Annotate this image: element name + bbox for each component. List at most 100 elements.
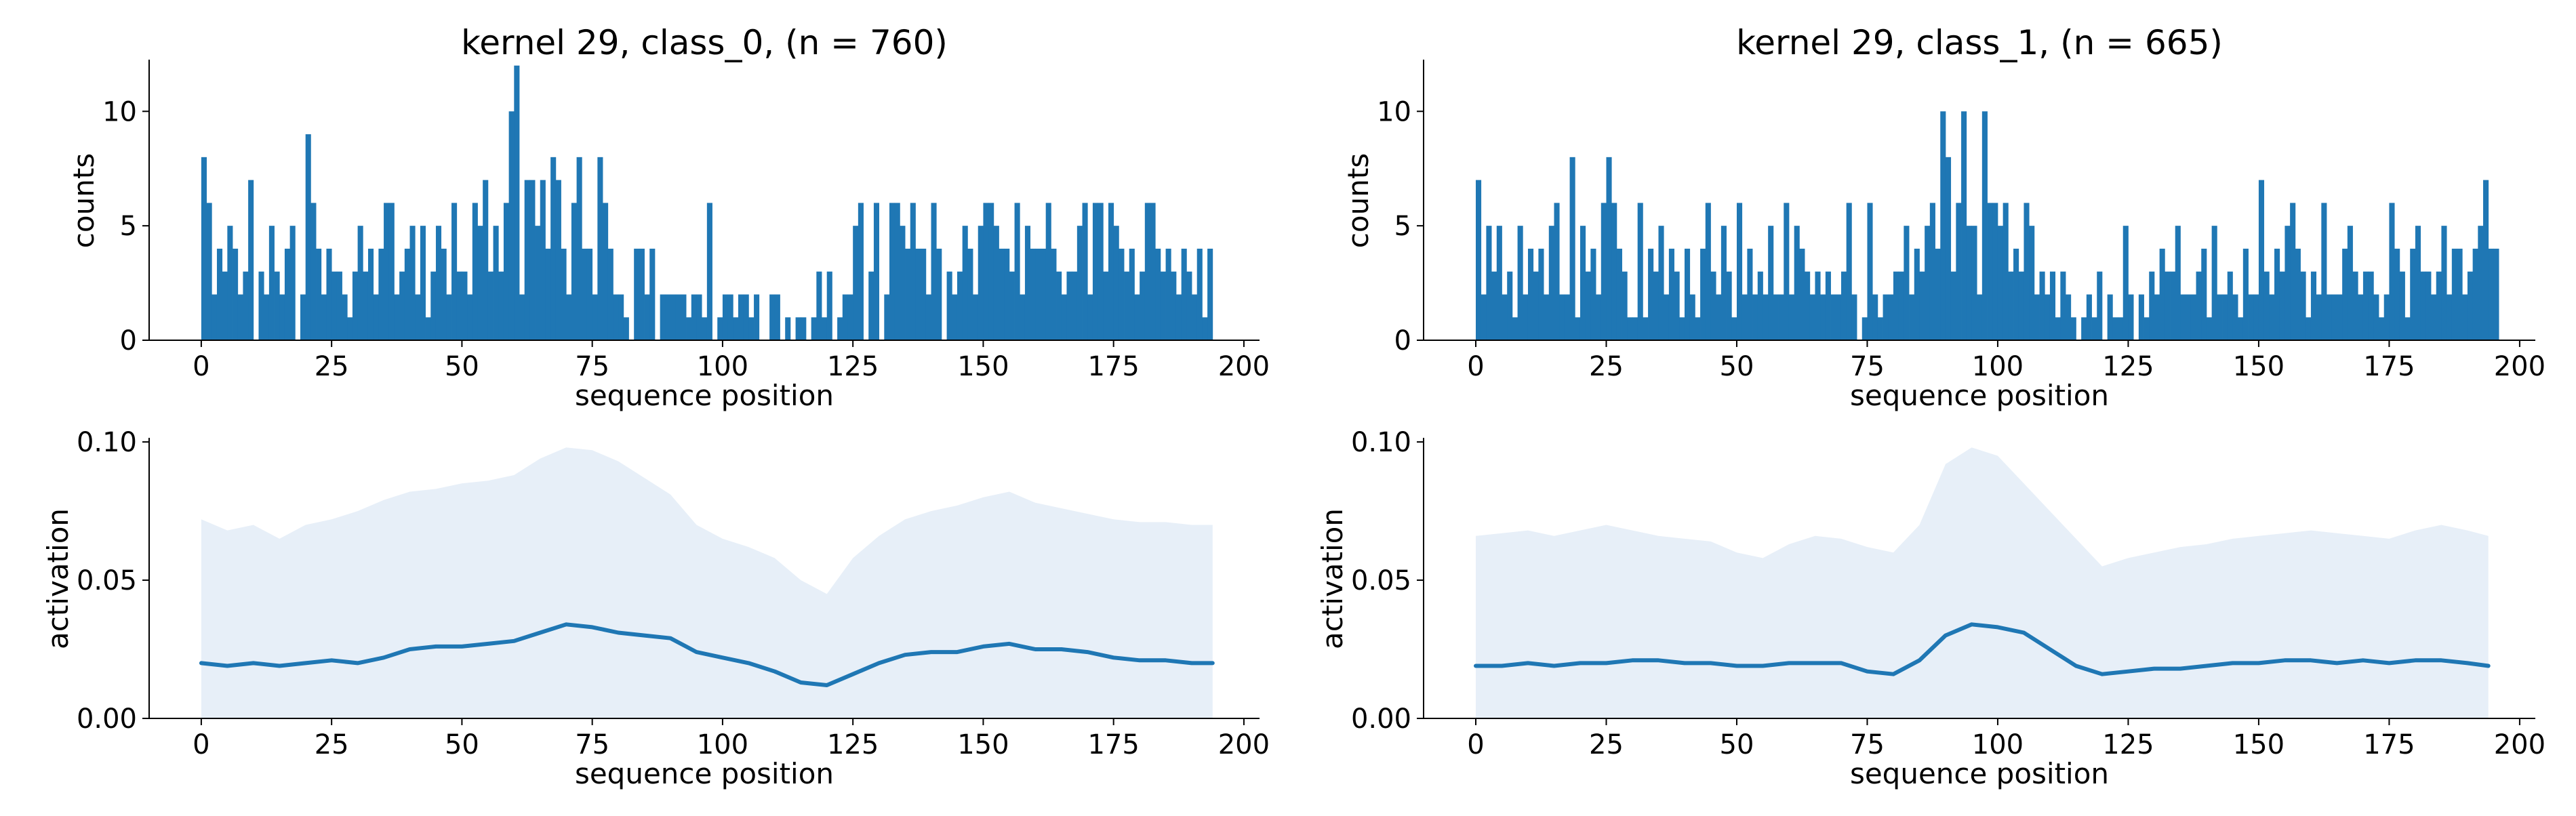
histogram-bar <box>1098 203 1104 340</box>
histogram-bar <box>2055 317 2061 340</box>
histogram-bar <box>2253 294 2259 340</box>
x-tick-label: 150 <box>2233 351 2285 382</box>
histogram-bar <box>227 226 233 340</box>
histogram-bar <box>2217 294 2223 340</box>
histogram-bar <box>300 294 306 340</box>
x-tick-label: 100 <box>1972 729 2024 760</box>
histogram-bar <box>1872 294 1878 340</box>
histogram-bar <box>925 294 931 340</box>
histogram-bar <box>2227 271 2233 340</box>
x-tick-label: 125 <box>2102 351 2154 382</box>
histogram-bar <box>1113 226 1119 340</box>
histogram-bar <box>487 271 494 340</box>
histogram-bar <box>2159 248 2165 340</box>
histogram-bar <box>1805 271 1811 340</box>
histogram-bar <box>2352 271 2358 340</box>
histogram-bar <box>785 317 791 340</box>
x-axis-label: sequence position <box>575 757 834 790</box>
histogram-bar <box>367 248 374 340</box>
histogram-bar <box>1778 294 1784 340</box>
histogram-bar <box>2447 294 2453 340</box>
histogram-bar <box>582 248 588 340</box>
histogram-bar <box>873 203 880 340</box>
histogram-bar <box>1668 248 1674 340</box>
histogram-bar <box>248 180 254 340</box>
histogram-bar <box>1679 317 1685 340</box>
histogram-bar <box>378 248 384 340</box>
histogram-bar <box>2039 271 2045 340</box>
histogram-bar <box>2034 294 2040 340</box>
histogram-bar <box>1929 203 1935 340</box>
histogram-bar <box>1092 203 1099 340</box>
x-tick-label: 75 <box>1850 351 1885 382</box>
chart-panel-3: 0 25 50 75 100 125 150 175 200 0.00 0.05 0.10 sequen… <box>41 427 1270 790</box>
histogram-bar <box>1175 294 1182 340</box>
x-tick-label: 50 <box>1720 351 1754 382</box>
histogram-bar <box>811 317 817 340</box>
histogram-bar <box>1596 294 1602 340</box>
histogram-bar <box>2258 180 2265 340</box>
histogram-bar <box>1544 294 1550 340</box>
activation-band <box>201 447 1213 718</box>
histogram-bar <box>1851 294 1857 340</box>
histogram-bar <box>1799 248 1805 340</box>
histogram-bar <box>2222 294 2228 340</box>
histogram-bar <box>524 180 530 340</box>
histogram-bar <box>2003 203 2009 340</box>
mean-activation-line <box>199 622 1215 687</box>
histogram-bar <box>1757 271 1763 340</box>
histogram-bar <box>264 294 270 340</box>
histogram-bar <box>305 134 311 340</box>
histogram-bar <box>1883 294 1889 340</box>
chart-title: kernel 29, class_0, (n = 760) <box>461 23 948 62</box>
histogram-bar <box>2451 248 2457 340</box>
histogram-bar <box>952 294 958 340</box>
histogram-bar <box>2379 317 2385 340</box>
chart-panel-1: 0 25 50 75 100 125 150 175 200 0 5 10 sequence posit… <box>67 23 1270 412</box>
histogram-bar <box>1491 271 1497 340</box>
histogram-bar <box>1935 248 1941 340</box>
histogram-bar <box>2310 271 2317 340</box>
x-tick-label: 200 <box>2494 729 2545 760</box>
histogram-bar <box>206 203 212 340</box>
histogram-bar <box>2206 317 2213 340</box>
histogram-bar <box>1736 203 1743 340</box>
histogram-bar <box>2472 248 2478 340</box>
chart-title: kernel 29, class_1, (n = 665) <box>1736 23 2223 62</box>
histogram-bar <box>1909 294 1915 340</box>
histogram-bar <box>446 294 452 340</box>
x-tick-label: 0 <box>1467 729 1484 760</box>
histogram-bar <box>1082 203 1088 340</box>
histogram-bar <box>665 294 671 340</box>
histogram-bar <box>1836 294 1842 340</box>
histogram-bar <box>1632 317 1638 340</box>
histogram-bar <box>1072 271 1078 340</box>
histogram-bar <box>1840 271 1847 340</box>
histogram-bar <box>1108 203 1114 340</box>
histogram-bar <box>274 271 280 340</box>
histogram-bar <box>2008 271 2014 340</box>
histogram-bar <box>2232 294 2238 340</box>
histogram-bar <box>2238 317 2244 340</box>
histogram-bar <box>1977 294 1983 340</box>
histogram-bar <box>1601 203 1607 340</box>
histogram-bar <box>498 271 504 340</box>
histogram-bar <box>858 203 864 340</box>
histogram-bar <box>795 317 801 340</box>
histogram-bar <box>603 203 609 340</box>
x-tick-label: 175 <box>2363 729 2415 760</box>
histogram-bar <box>2415 226 2421 340</box>
histogram-bar <box>2368 271 2374 340</box>
histogram-bar <box>1202 317 1208 340</box>
x-tick-label: 100 <box>697 729 748 760</box>
histogram-bar <box>384 203 390 340</box>
histogram-bar <box>2242 248 2249 340</box>
histogram-bar <box>519 294 525 340</box>
histogram-bar <box>279 294 285 340</box>
histogram-bar <box>1171 271 1177 340</box>
histogram-bar <box>644 294 650 340</box>
histogram-bar <box>2211 226 2217 340</box>
histogram-bar <box>2467 271 2474 340</box>
histogram-bar <box>884 294 890 340</box>
